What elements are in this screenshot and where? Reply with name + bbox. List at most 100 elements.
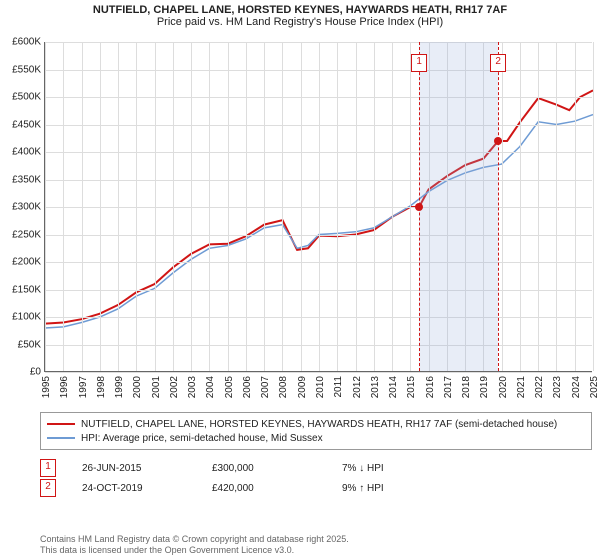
y-tick-label: £250K	[3, 229, 41, 240]
sales-row-price: £300,000	[212, 463, 322, 474]
chart-title-line1: NUTFIELD, CHAPEL LANE, HORSTED KEYNES, H…	[0, 0, 600, 16]
sales-table: 1 26-JUN-2015 £300,000 7% ↓ HPI 2 24-OCT-2019…	[40, 458, 592, 498]
x-gridline	[173, 42, 174, 371]
y-tick-label: £400K	[3, 147, 41, 158]
sales-table-row: 1 26-JUN-2015 £300,000 7% ↓ HPI	[40, 458, 592, 478]
y-tick-label: £0	[3, 367, 41, 378]
x-tick-label: 2014	[388, 376, 399, 398]
sale-marker-line	[498, 42, 499, 371]
x-tick-label: 2018	[461, 376, 472, 398]
chart-plot-area: £0£50K£100K£150K£200K£250K£300K£350K£400…	[44, 42, 592, 372]
legend-label: NUTFIELD, CHAPEL LANE, HORSTED KEYNES, H…	[81, 419, 557, 430]
x-gridline	[410, 42, 411, 371]
sales-row-delta: 9% ↑ HPI	[342, 483, 452, 494]
x-tick-label: 2017	[443, 376, 454, 398]
x-tick-label: 2001	[151, 376, 162, 398]
x-gridline	[356, 42, 357, 371]
x-gridline	[209, 42, 210, 371]
legend-item: HPI: Average price, semi-detached house,…	[47, 431, 585, 445]
x-gridline	[246, 42, 247, 371]
x-gridline	[575, 42, 576, 371]
sales-row-date: 24-OCT-2019	[82, 483, 192, 494]
x-gridline	[301, 42, 302, 371]
x-tick-label: 2006	[242, 376, 253, 398]
x-tick-label: 2020	[498, 376, 509, 398]
x-gridline	[392, 42, 393, 371]
x-gridline	[319, 42, 320, 371]
legend-swatch	[47, 437, 75, 439]
x-tick-label: 2025	[589, 376, 600, 398]
x-tick-label: 2004	[205, 376, 216, 398]
chart-legend: NUTFIELD, CHAPEL LANE, HORSTED KEYNES, H…	[40, 412, 592, 450]
sale-marker-flag: 2	[490, 54, 506, 72]
x-gridline	[264, 42, 265, 371]
x-gridline	[82, 42, 83, 371]
x-gridline	[520, 42, 521, 371]
x-tick-label: 2007	[260, 376, 271, 398]
x-tick-label: 2012	[352, 376, 363, 398]
sales-row-date: 26-JUN-2015	[82, 463, 192, 474]
x-tick-label: 2009	[297, 376, 308, 398]
x-gridline	[136, 42, 137, 371]
x-tick-label: 1996	[59, 376, 70, 398]
sale-marker-flag: 1	[411, 54, 427, 72]
x-tick-label: 2024	[571, 376, 582, 398]
x-gridline	[155, 42, 156, 371]
x-tick-label: 2021	[516, 376, 527, 398]
sales-row-price: £420,000	[212, 483, 322, 494]
y-tick-label: £200K	[3, 257, 41, 268]
x-tick-label: 2016	[425, 376, 436, 398]
x-tick-label: 2000	[132, 376, 143, 398]
y-tick-label: £300K	[3, 202, 41, 213]
x-tick-label: 2008	[278, 376, 289, 398]
footer-line2: This data is licensed under the Open Gov…	[40, 545, 592, 556]
date-range-band	[419, 42, 498, 371]
y-tick-label: £350K	[3, 174, 41, 185]
x-tick-label: 2002	[169, 376, 180, 398]
legend-label: HPI: Average price, semi-detached house,…	[81, 433, 323, 444]
sales-table-row: 2 24-OCT-2019 £420,000 9% ↑ HPI	[40, 478, 592, 498]
x-tick-label: 2011	[333, 376, 344, 398]
y-gridline	[45, 372, 592, 373]
y-tick-label: £550K	[3, 64, 41, 75]
x-tick-label: 2022	[534, 376, 545, 398]
chart-footer: Contains HM Land Registry data © Crown c…	[40, 534, 592, 557]
chart-title-line2: Price paid vs. HM Land Registry's House …	[0, 16, 600, 32]
x-tick-label: 2010	[315, 376, 326, 398]
sale-marker-dot	[415, 203, 423, 211]
x-gridline	[502, 42, 503, 371]
x-gridline	[538, 42, 539, 371]
x-gridline	[593, 42, 594, 371]
x-gridline	[228, 42, 229, 371]
footer-line1: Contains HM Land Registry data © Crown c…	[40, 534, 592, 545]
x-tick-label: 1997	[78, 376, 89, 398]
x-gridline	[45, 42, 46, 371]
x-gridline	[100, 42, 101, 371]
sale-marker-dot	[494, 137, 502, 145]
x-gridline	[374, 42, 375, 371]
y-tick-label: £150K	[3, 284, 41, 295]
x-gridline	[556, 42, 557, 371]
y-tick-label: £600K	[3, 37, 41, 48]
x-tick-label: 2015	[406, 376, 417, 398]
x-gridline	[118, 42, 119, 371]
y-tick-label: £500K	[3, 92, 41, 103]
legend-swatch	[47, 423, 75, 425]
y-tick-label: £50K	[3, 339, 41, 350]
x-tick-label: 2019	[479, 376, 490, 398]
x-tick-label: 2003	[187, 376, 198, 398]
y-tick-label: £100K	[3, 312, 41, 323]
x-tick-label: 2013	[370, 376, 381, 398]
x-gridline	[63, 42, 64, 371]
x-gridline	[337, 42, 338, 371]
sales-row-flag: 1	[40, 459, 56, 477]
x-tick-label: 1995	[41, 376, 52, 398]
y-tick-label: £450K	[3, 119, 41, 130]
x-tick-label: 1998	[96, 376, 107, 398]
sales-row-delta: 7% ↓ HPI	[342, 463, 452, 474]
x-tick-label: 1999	[114, 376, 125, 398]
sales-row-flag: 2	[40, 479, 56, 497]
x-tick-label: 2005	[224, 376, 235, 398]
x-gridline	[191, 42, 192, 371]
x-tick-label: 2023	[552, 376, 563, 398]
